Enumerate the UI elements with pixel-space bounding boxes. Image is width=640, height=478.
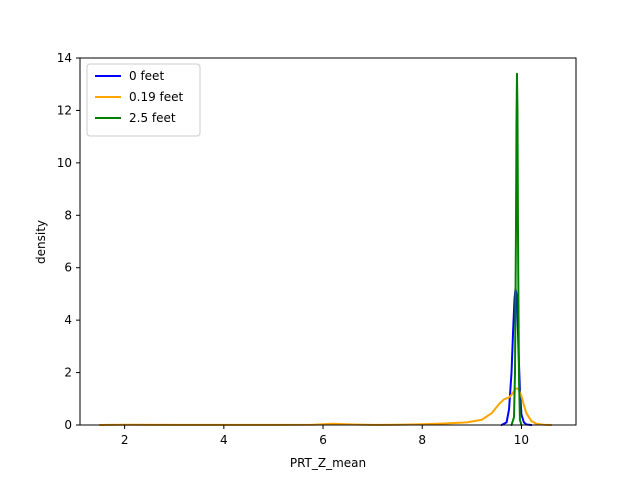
y-tick-label: 4 bbox=[64, 313, 72, 327]
y-tick-label: 14 bbox=[57, 51, 72, 65]
x-axis-label: PRT_Z_mean bbox=[290, 456, 366, 470]
y-tick-label: 6 bbox=[64, 261, 72, 275]
legend: 0 feet 0.19 feet 2.5 feet bbox=[86, 63, 201, 137]
x-tick-label: 8 bbox=[418, 433, 426, 447]
x-tick-label: 4 bbox=[220, 433, 228, 447]
x-tick-label: 2 bbox=[121, 433, 129, 447]
legend-label: 0 feet bbox=[129, 69, 164, 83]
plot-area bbox=[79, 57, 577, 426]
x-tick-label: 6 bbox=[319, 433, 327, 447]
y-tick-label: 0 bbox=[64, 418, 72, 432]
series-line-2 bbox=[510, 72, 523, 426]
legend-label: 0.19 feet bbox=[129, 90, 184, 104]
legend-label: 2.5 feet bbox=[129, 111, 176, 125]
x-axis: 2 4 6 8 10 bbox=[121, 425, 529, 447]
y-tick-label: 12 bbox=[57, 103, 72, 117]
y-axis: 0 2 4 6 8 10 12 14 bbox=[57, 51, 80, 432]
axes-frame bbox=[79, 57, 577, 426]
y-tick-label: 10 bbox=[57, 156, 72, 170]
y-tick-label: 8 bbox=[64, 208, 72, 222]
y-tick-label: 2 bbox=[64, 366, 72, 380]
x-tick-label: 10 bbox=[514, 433, 529, 447]
y-axis-label: density bbox=[34, 220, 48, 264]
